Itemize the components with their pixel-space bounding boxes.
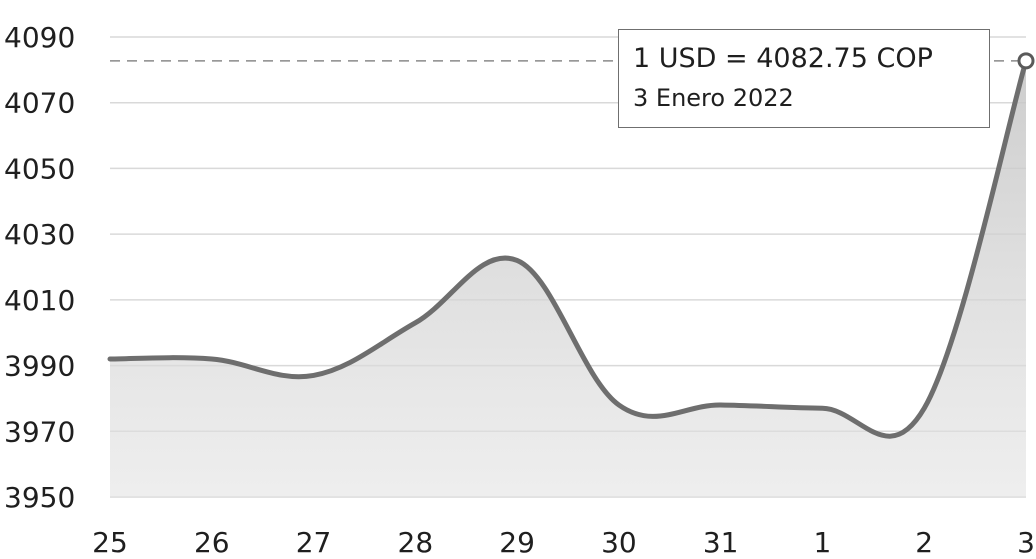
x-tick-label: 30 (601, 526, 637, 559)
y-tick-label: 4030 (4, 218, 75, 251)
x-tick-label: 26 (194, 526, 230, 559)
y-tick-label: 3950 (4, 481, 75, 514)
tooltip: 1 USD = 4082.75 COP 3 Enero 2022 (618, 29, 990, 128)
y-tick-label: 4010 (4, 284, 75, 317)
y-axis: 4090 4070 4050 4030 4010 3990 3970 3950 (4, 21, 75, 514)
y-tick-label: 4090 (4, 21, 75, 54)
x-tick-label: 25 (92, 526, 128, 559)
x-tick-label: 27 (296, 526, 332, 559)
x-tick-label: 28 (398, 526, 434, 559)
y-tick-label: 3990 (4, 350, 75, 383)
y-tick-label: 3970 (4, 415, 75, 448)
x-tick-label: 3 (1017, 526, 1035, 559)
y-tick-label: 4070 (4, 87, 75, 120)
marker-layer (1017, 52, 1035, 70)
area-layer (110, 60, 1026, 497)
tooltip-date: 3 Enero 2022 (633, 84, 794, 112)
x-tick-label: 2 (915, 526, 933, 559)
series-line-layer (107, 58, 1029, 439)
y-tick-label: 4050 (4, 152, 75, 185)
tooltip-rate: 1 USD = 4082.75 COP (633, 43, 933, 74)
series-area (110, 60, 1026, 497)
x-axis: 25 26 27 28 29 30 31 1 2 3 (92, 526, 1035, 559)
series-line (107, 58, 1029, 439)
data-point-marker[interactable] (1017, 52, 1035, 70)
x-tick-label: 31 (703, 526, 739, 559)
x-tick-label: 29 (499, 526, 535, 559)
x-tick-label: 1 (814, 526, 832, 559)
